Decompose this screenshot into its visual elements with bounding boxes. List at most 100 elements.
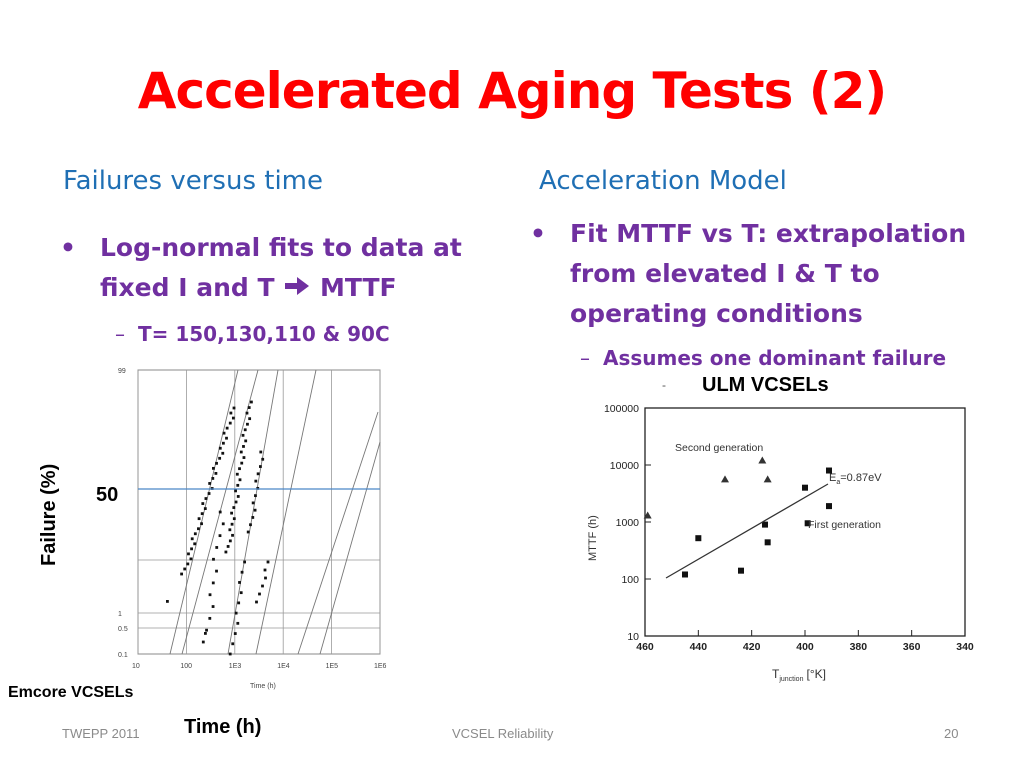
left-chart-fit-line — [297, 411, 379, 655]
ea-subscript: a — [836, 479, 840, 486]
left-chart-point — [231, 533, 234, 537]
left-chart-point — [234, 500, 238, 504]
left-chart-point — [214, 471, 218, 475]
left-chart-point — [211, 581, 215, 585]
left-chart-point — [230, 522, 234, 526]
left-chart-point — [228, 539, 232, 543]
right-chart-xtick: 400 — [796, 641, 814, 653]
left-chart-50-label: 50 — [96, 484, 119, 506]
dash-icon: – — [115, 322, 125, 346]
left-chart-point — [230, 511, 234, 515]
right-chart-point-first-gen — [695, 535, 702, 542]
left-chart-point — [238, 581, 241, 584]
right-chart-fit-line — [665, 483, 829, 579]
left-chart-point — [266, 560, 270, 564]
left-chart-point — [244, 439, 248, 443]
footer-topic: VCSEL Reliability — [452, 726, 554, 741]
right-bullet-line3: operating conditions — [570, 299, 863, 328]
left-chart-point — [218, 534, 222, 538]
left-chart-xtick: 1E6 — [374, 663, 387, 670]
left-chart-point — [197, 517, 201, 521]
left-chart-point — [200, 512, 204, 516]
left-chart-xtick: 1E3 — [229, 663, 242, 670]
left-chart-fit-line — [319, 441, 381, 655]
right-chart-point-first-gen — [738, 567, 744, 574]
left-chart-point — [242, 456, 246, 459]
left-chart-point — [232, 506, 236, 509]
slide-title: Accelerated Aging Tests (2) — [137, 62, 887, 120]
right-chart-ytick: 100000 — [604, 403, 639, 415]
right-chart-point-first-gen — [826, 503, 832, 510]
left-chart-point — [246, 530, 250, 534]
left-chart-point — [238, 467, 241, 471]
left-chart-fit-line — [255, 369, 317, 655]
left-chart-point — [215, 461, 218, 465]
left-chart-point — [180, 572, 183, 576]
left-bullet-line1: Log-normal fits to data at — [100, 233, 462, 262]
left-chart-xtick: 100 — [180, 663, 192, 670]
left-chart-ytick: 99 — [118, 368, 126, 375]
left-chart-point — [249, 523, 252, 527]
left-chart-point — [225, 436, 228, 440]
left-chart-point — [201, 502, 205, 505]
left-chart-point — [225, 426, 229, 430]
left-chart-point — [253, 508, 257, 512]
right-chart-point-first-gen — [802, 484, 808, 491]
right-chart-point-second-gen — [763, 475, 772, 483]
left-chart-point — [215, 546, 219, 549]
left-chart-point — [229, 411, 233, 415]
left-chart-point — [221, 451, 225, 455]
left-chart-point — [212, 557, 215, 561]
left-chart-point — [208, 616, 212, 620]
left-chart-point — [228, 652, 232, 656]
left-chart-xlabel: Time (h) — [184, 716, 262, 738]
left-chart-point — [245, 411, 249, 415]
xlabel-unit: [°K] — [806, 667, 825, 681]
right-chart-point-first-gen — [804, 520, 811, 527]
left-chart: 10 100 1E3 1E4 1E5 1E6 99 1 0.5 0.1 Time (h) — [118, 368, 387, 690]
left-chart-point — [218, 446, 222, 450]
right-chart-xlabel: Tjunction [°K] — [772, 667, 826, 683]
left-chart-point — [204, 632, 207, 635]
right-chart-point-second-gen — [758, 456, 767, 464]
left-chart-fit-line — [227, 369, 279, 655]
left-column-heading: Failures versus time — [63, 166, 323, 196]
footer-page-number: 20 — [944, 726, 959, 741]
left-chart-point — [237, 601, 241, 605]
left-chart-point — [239, 450, 243, 454]
left-chart-ytick: 0.5 — [118, 626, 128, 633]
left-chart-point — [251, 501, 255, 505]
left-chart-point — [236, 621, 240, 625]
left-chart-point — [201, 640, 205, 644]
left-chart-point — [208, 593, 212, 597]
left-bullet-line2b: MTTF — [319, 273, 397, 302]
right-chart-yticks: 100000 10000 1000 100 10 — [604, 403, 651, 643]
left-chart-point — [236, 495, 240, 498]
left-chart-point — [218, 456, 222, 460]
left-chart-point — [243, 560, 246, 564]
right-chart-xtick: 340 — [956, 641, 974, 653]
left-chart-point — [264, 576, 267, 580]
left-chart-point — [259, 450, 263, 454]
left-chart-xtick: 1E5 — [326, 663, 339, 670]
left-chart-point — [190, 547, 193, 551]
right-chart-points — [643, 456, 832, 578]
left-chart-points — [166, 400, 270, 656]
left-chart-point — [233, 632, 237, 635]
left-chart-point — [240, 461, 244, 465]
ea-symbol: E — [829, 472, 836, 484]
arrow-right-icon — [283, 269, 311, 309]
left-chart-point — [190, 537, 194, 541]
right-chart-point-first-gen — [764, 539, 771, 546]
left-chart-point — [259, 465, 262, 468]
bullet-dot-icon: • — [530, 219, 546, 248]
left-chart-point — [197, 527, 200, 531]
left-chart-point — [207, 492, 211, 495]
xlabel-t: T — [772, 667, 780, 681]
left-chart-point — [250, 400, 253, 404]
left-chart-xtick: 1E4 — [277, 663, 290, 670]
right-chart-legend-second: Second generation — [675, 442, 763, 454]
right-chart-xtick: 440 — [690, 641, 708, 653]
left-chart-point — [254, 479, 258, 483]
left-chart-point — [204, 497, 208, 500]
